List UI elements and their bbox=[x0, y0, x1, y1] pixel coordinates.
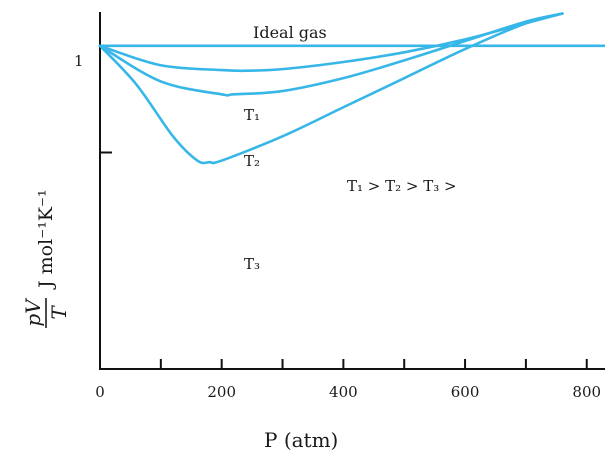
t2-label: T₂ bbox=[244, 152, 260, 170]
y-label-units: J mol⁻¹K⁻¹ bbox=[35, 189, 57, 290]
series-line-t bbox=[98, 12, 564, 165]
ticks: 0 200 400 600 800 bbox=[95, 44, 601, 401]
y-tick-label-1: 1 bbox=[74, 52, 84, 70]
y-label-denominator: T bbox=[47, 305, 71, 320]
ideal-gas-label: Ideal gas bbox=[253, 23, 327, 42]
x-tick-label: 0 bbox=[95, 383, 105, 401]
y-label-numerator: pV bbox=[21, 297, 45, 327]
x-tick-label: 200 bbox=[207, 383, 236, 401]
temperature-order-label: T₁ > T₂ > T₃ > bbox=[347, 177, 457, 195]
curves bbox=[98, 12, 605, 165]
y-axis-label: pV T J mol⁻¹K⁻¹ bbox=[21, 189, 71, 328]
axes bbox=[99, 12, 605, 370]
x-tick-label: 600 bbox=[451, 383, 480, 401]
t3-label: T₃ bbox=[244, 255, 260, 273]
t1-label: T₁ bbox=[244, 106, 260, 124]
x-tick-label: 800 bbox=[572, 383, 601, 401]
series-line-t bbox=[98, 12, 564, 73]
series-line-t bbox=[98, 12, 564, 97]
x-axis-label: P (atm) bbox=[264, 428, 338, 452]
x-tick-label: 400 bbox=[329, 383, 358, 401]
